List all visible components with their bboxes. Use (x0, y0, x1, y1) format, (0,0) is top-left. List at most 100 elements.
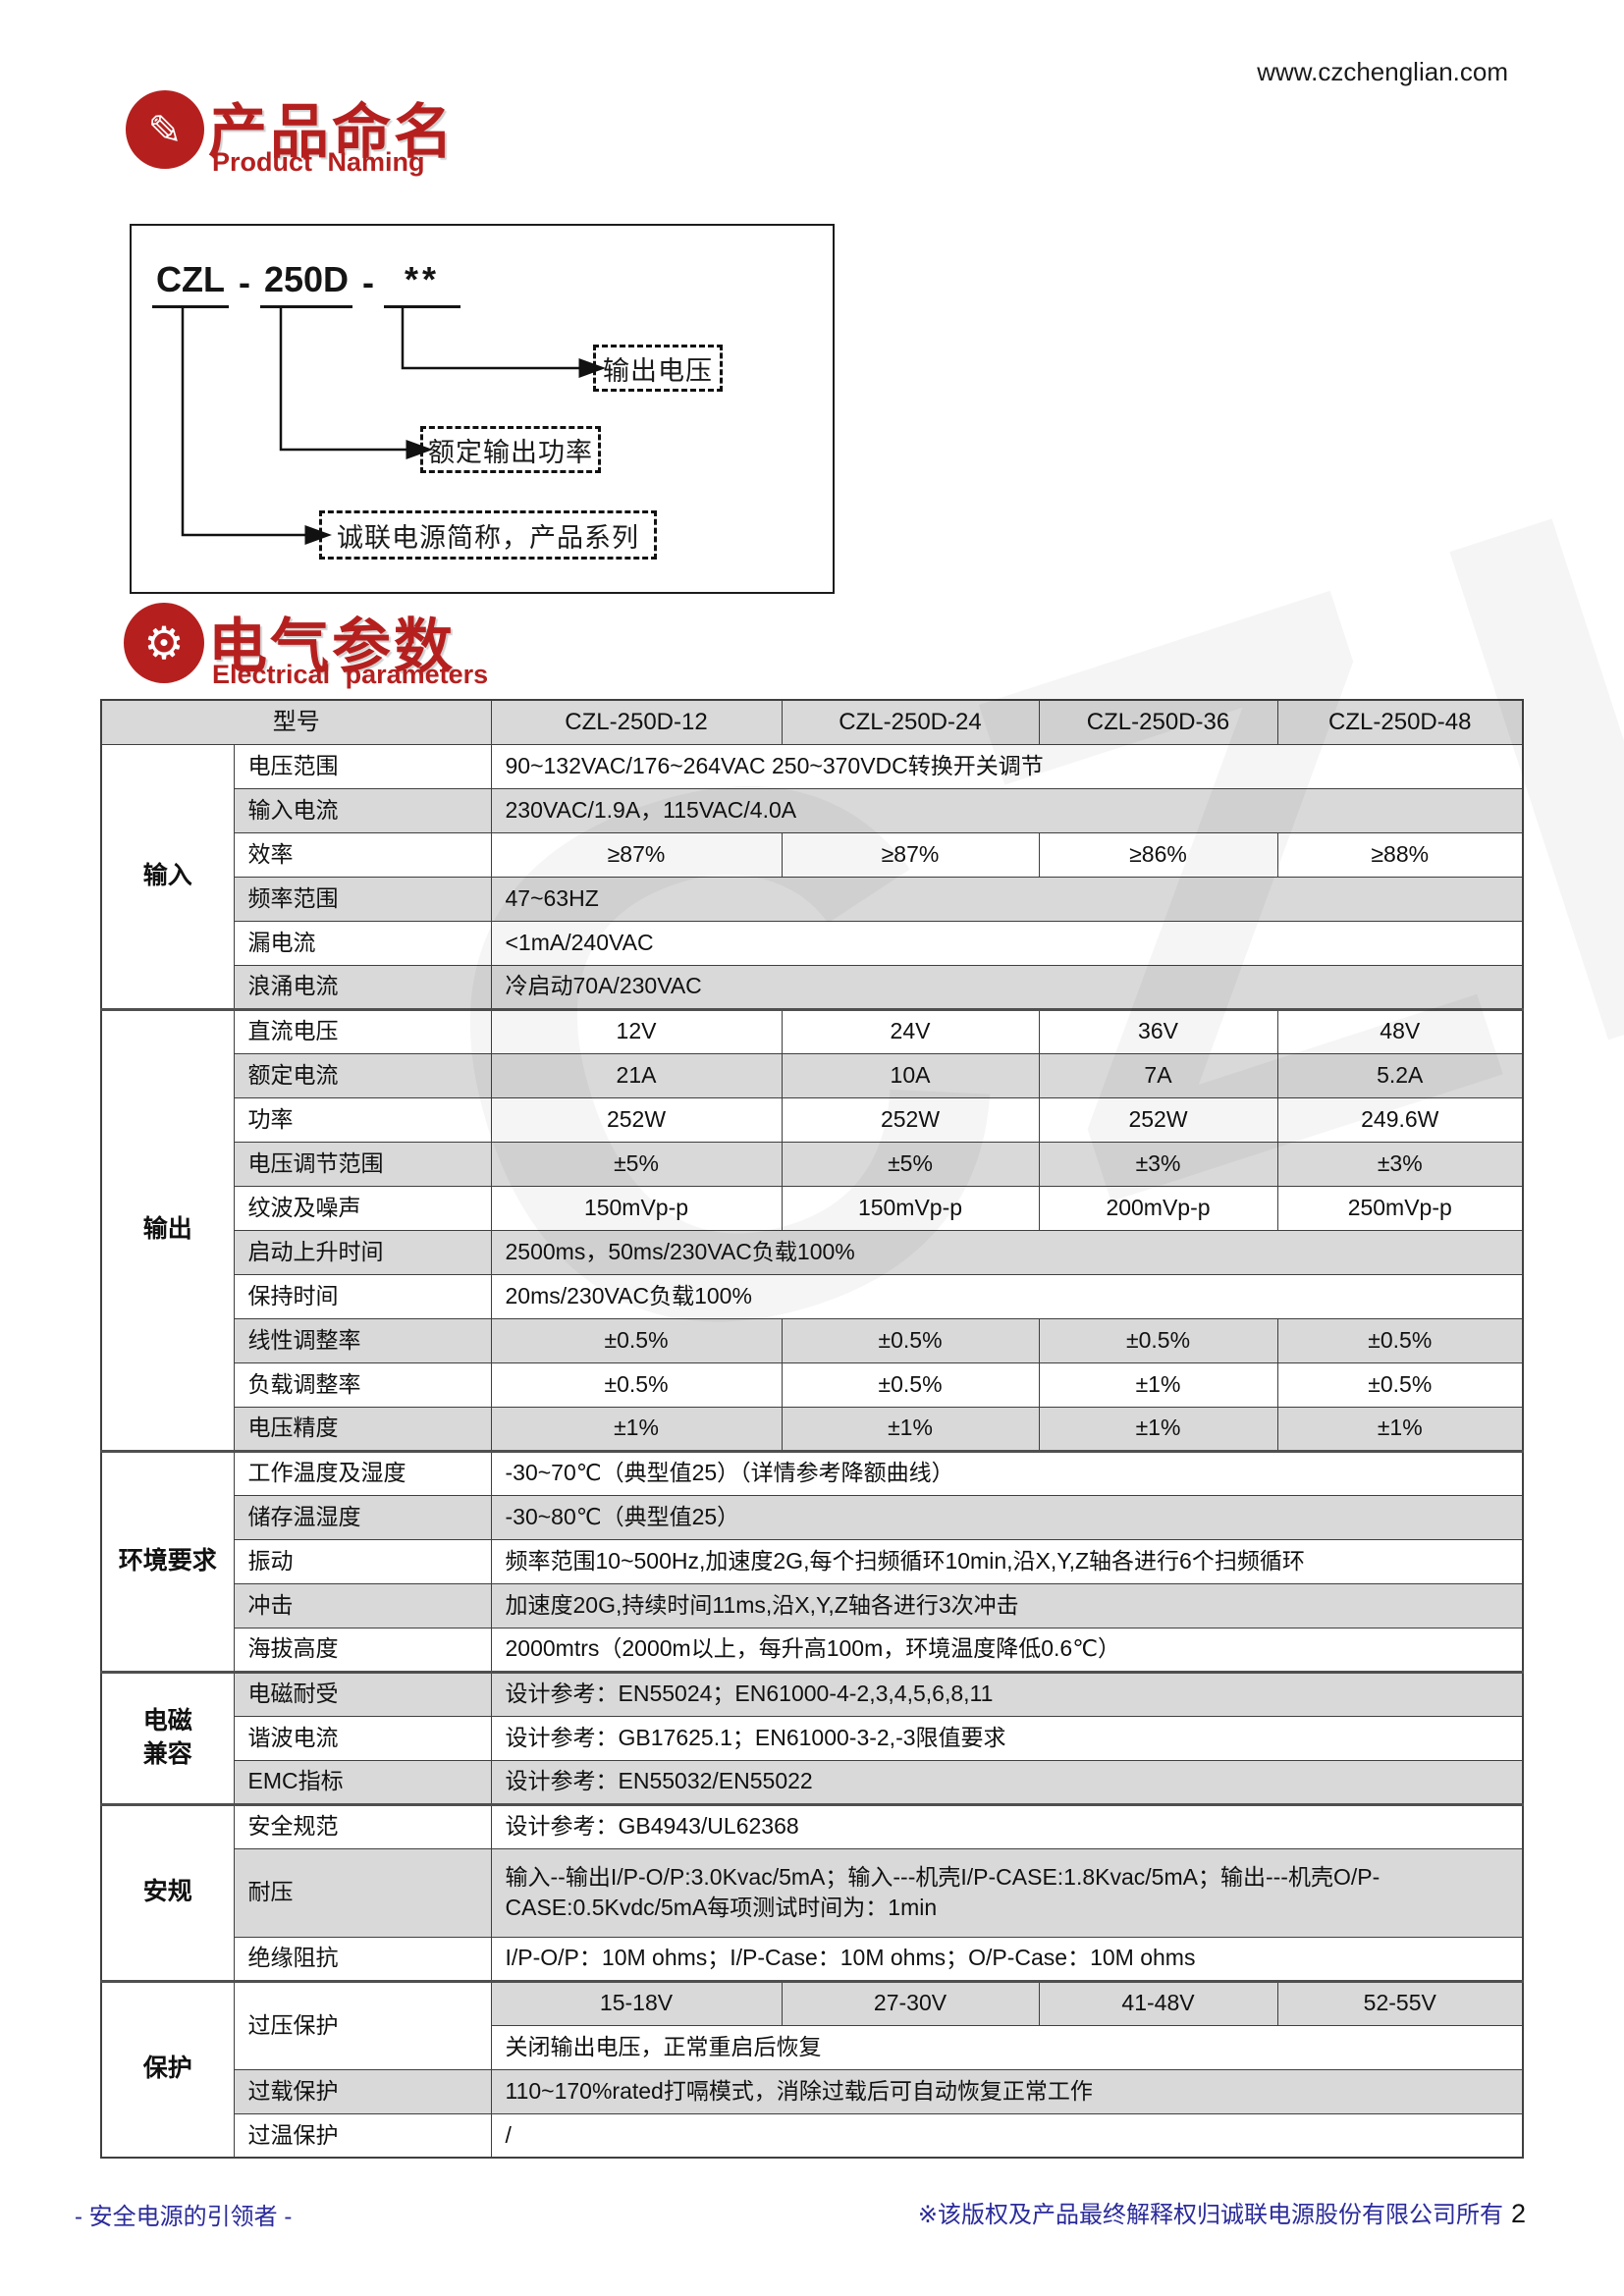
row-value: 设计参考：GB4943/UL62368 (490, 1802, 1524, 1849)
row-label: 过压保护 (233, 1979, 492, 2070)
table-row: 保护 过压保护 15-18V 27-30V 41-48V 52-55V (100, 1979, 1524, 2159)
group-protection: 保护 (100, 1979, 235, 2159)
row-label: 振动 (233, 1538, 492, 1584)
row-label: 线性调整率 (233, 1317, 492, 1363)
row-label: 漏电流 (233, 920, 492, 966)
row-value: 48V (1276, 1007, 1524, 1054)
row-value: ≥87% (781, 831, 1040, 878)
row-label: 安全规范 (233, 1802, 492, 1849)
table-row: 电磁 兼容 电磁耐受 设计参考：EN55024；EN61000-4-2,3,4,… (100, 1670, 1524, 1805)
row-value: ±0.5% (1038, 1317, 1278, 1363)
table-row: 效率 ≥87% ≥87% ≥86% ≥88% (101, 831, 1524, 878)
label-output-voltage: 输出电压 (593, 345, 723, 392)
table-row: 功率 252W 252W 252W 249.6W (101, 1096, 1524, 1143)
label-series-name: 诚联电源简称，产品系列 (319, 510, 657, 560)
table-header-row: 型号 CZL-250D-12 CZL-250D-24 CZL-250D-36 C… (100, 699, 1524, 745)
row-value: 5.2A (1276, 1052, 1524, 1098)
row-value: ±1% (1038, 1362, 1278, 1408)
table-row: 浪涌电流 冷启动70A/230VAC (101, 964, 1524, 1010)
group-environment: 环境要求 (100, 1449, 235, 1673)
row-label: 额定电流 (233, 1052, 492, 1098)
code-part-power: 250D (259, 259, 353, 308)
row-label: 过温保护 (233, 2112, 492, 2159)
row-label: 冲击 (233, 1582, 492, 1629)
group-output: 输出 (100, 1007, 235, 1452)
header-model-1: CZL-250D-12 (490, 699, 783, 745)
table-row: 漏电流 <1mA/240VAC (101, 920, 1524, 966)
table-row: 保持时间 20ms/230VAC负载100% (101, 1273, 1524, 1319)
row-value: 52-55V (1276, 1979, 1524, 2026)
row-value: 2500ms，50ms/230VAC负载100% (490, 1229, 1524, 1275)
row-value: 20ms/230VAC负载100% (490, 1273, 1524, 1319)
group-safety: 安规 (100, 1802, 235, 1982)
table-row: 谐波电流 设计参考：GB17625.1；EN61000-3-2,-3限值要求 (101, 1715, 1524, 1761)
row-value: ±0.5% (1276, 1317, 1524, 1363)
row-value: 27-30V (781, 1979, 1040, 2026)
row-value: 252W (1038, 1096, 1278, 1143)
row-value: 252W (490, 1096, 783, 1143)
row-value: 230VAC/1.9A，115VAC/4.0A (490, 787, 1524, 833)
row-value: ±1% (1038, 1406, 1278, 1452)
row-value: 21A (490, 1052, 783, 1098)
table-row: 额定电流 21A 10A 7A 5.2A (101, 1052, 1524, 1098)
row-value: 加速度20G,持续时间11ms,沿X,Y,Z轴各进行3次冲击 (490, 1582, 1524, 1629)
table-row: 冲击 加速度20G,持续时间11ms,沿X,Y,Z轴各进行3次冲击 (101, 1582, 1524, 1629)
row-value: 设计参考：EN55024；EN61000-4-2,3,4,5,6,8,11 (490, 1670, 1524, 1717)
table-row: 输入 电压范围 90~132VAC/176~264VAC 250~370VDC转… (100, 743, 1524, 1010)
naming-diagram-box: CZL - 250D - ** 输出电压 额定输出功率 诚联电源简称，产品系列 (130, 224, 835, 594)
row-value: <1mA/240VAC (490, 920, 1524, 966)
row-label: 输入电流 (233, 787, 492, 833)
footer-copyright: ※该版权及产品最终解释权归诚联电源股份有限公司所有 2 (918, 2195, 1526, 2229)
row-value: 150mVp-p (781, 1185, 1040, 1231)
table-row: 纹波及噪声 150mVp-p 150mVp-p 200mVp-p 250mVp-… (101, 1185, 1524, 1231)
website-url: www.czchenglian.com (1257, 57, 1508, 86)
row-value: 2000mtrs（2000m以上，每升高100m，环境温度降低0.6℃） (490, 1627, 1524, 1673)
row-value: 47~63HZ (490, 876, 1524, 922)
model-code-line: CZL - 250D - ** (152, 259, 461, 308)
group-input: 输入 (100, 743, 235, 1010)
group-emc: 电磁 兼容 (100, 1670, 235, 1805)
code-part-voltage: ** (384, 259, 461, 308)
row-label: 电压调节范围 (233, 1141, 492, 1187)
row-label: 海拔高度 (233, 1627, 492, 1673)
table-row: 过温保护 / (101, 2112, 1524, 2159)
row-value: 12V (490, 1007, 783, 1054)
row-value: ±0.5% (781, 1362, 1040, 1408)
row-label: 储存温湿度 (233, 1494, 492, 1540)
row-label: 浪涌电流 (233, 964, 492, 1010)
row-label: 电压精度 (233, 1406, 492, 1452)
row-value: ±5% (490, 1141, 783, 1187)
row-value: 15-18V (490, 1979, 783, 2026)
table-row: 频率范围 47~63HZ (101, 876, 1524, 922)
row-value: I/P-O/P：10M ohms；I/P-Case：10M ohms；O/P-C… (490, 1936, 1524, 1982)
table-row: 过载保护 110~170%rated打嗝模式，消除过载后可自动恢复正常工作 (101, 2068, 1524, 2114)
row-value: ±3% (1038, 1141, 1278, 1187)
row-value: ≥86% (1038, 831, 1278, 878)
code-separator: - (238, 262, 250, 302)
row-value: ±0.5% (490, 1362, 783, 1408)
row-label: EMC指标 (233, 1759, 492, 1805)
row-label: 功率 (233, 1096, 492, 1143)
row-label: 耐压 (233, 1847, 492, 1938)
row-value: ≥87% (490, 831, 783, 878)
row-label: 工作温度及湿度 (233, 1449, 492, 1496)
label-rated-power: 额定输出功率 (420, 426, 601, 473)
table-row: EMC指标 设计参考：EN55032/EN55022 (101, 1759, 1524, 1805)
row-value: 150mVp-p (490, 1185, 783, 1231)
table-row: 振动 频率范围10~500Hz,加速度2G,每个扫频循环10min,沿X,Y,Z… (101, 1538, 1524, 1584)
table-row: 电压精度 ±1% ±1% ±1% ±1% (101, 1406, 1524, 1452)
row-label: 过载保护 (233, 2068, 492, 2114)
table-row: 储存温湿度 -30~80℃（典型值25） (101, 1494, 1524, 1540)
row-value: ±5% (781, 1141, 1040, 1187)
row-label: 直流电压 (233, 1007, 492, 1054)
row-value: 10A (781, 1052, 1040, 1098)
row-value: ±1% (1276, 1406, 1524, 1452)
table-row: 海拔高度 2000mtrs（2000m以上，每升高100m，环境温度降低0.6℃… (101, 1627, 1524, 1673)
row-value: 249.6W (1276, 1096, 1524, 1143)
row-label: 电磁耐受 (233, 1670, 492, 1717)
footer-copyright-text: ※该版权及产品最终解释权归诚联电源股份有限公司所有 (917, 2202, 1503, 2228)
row-label: 谐波电流 (233, 1715, 492, 1761)
row-value: ≥88% (1276, 831, 1524, 878)
footer-slogan: - 安全电源的引领者 - (75, 2204, 293, 2230)
